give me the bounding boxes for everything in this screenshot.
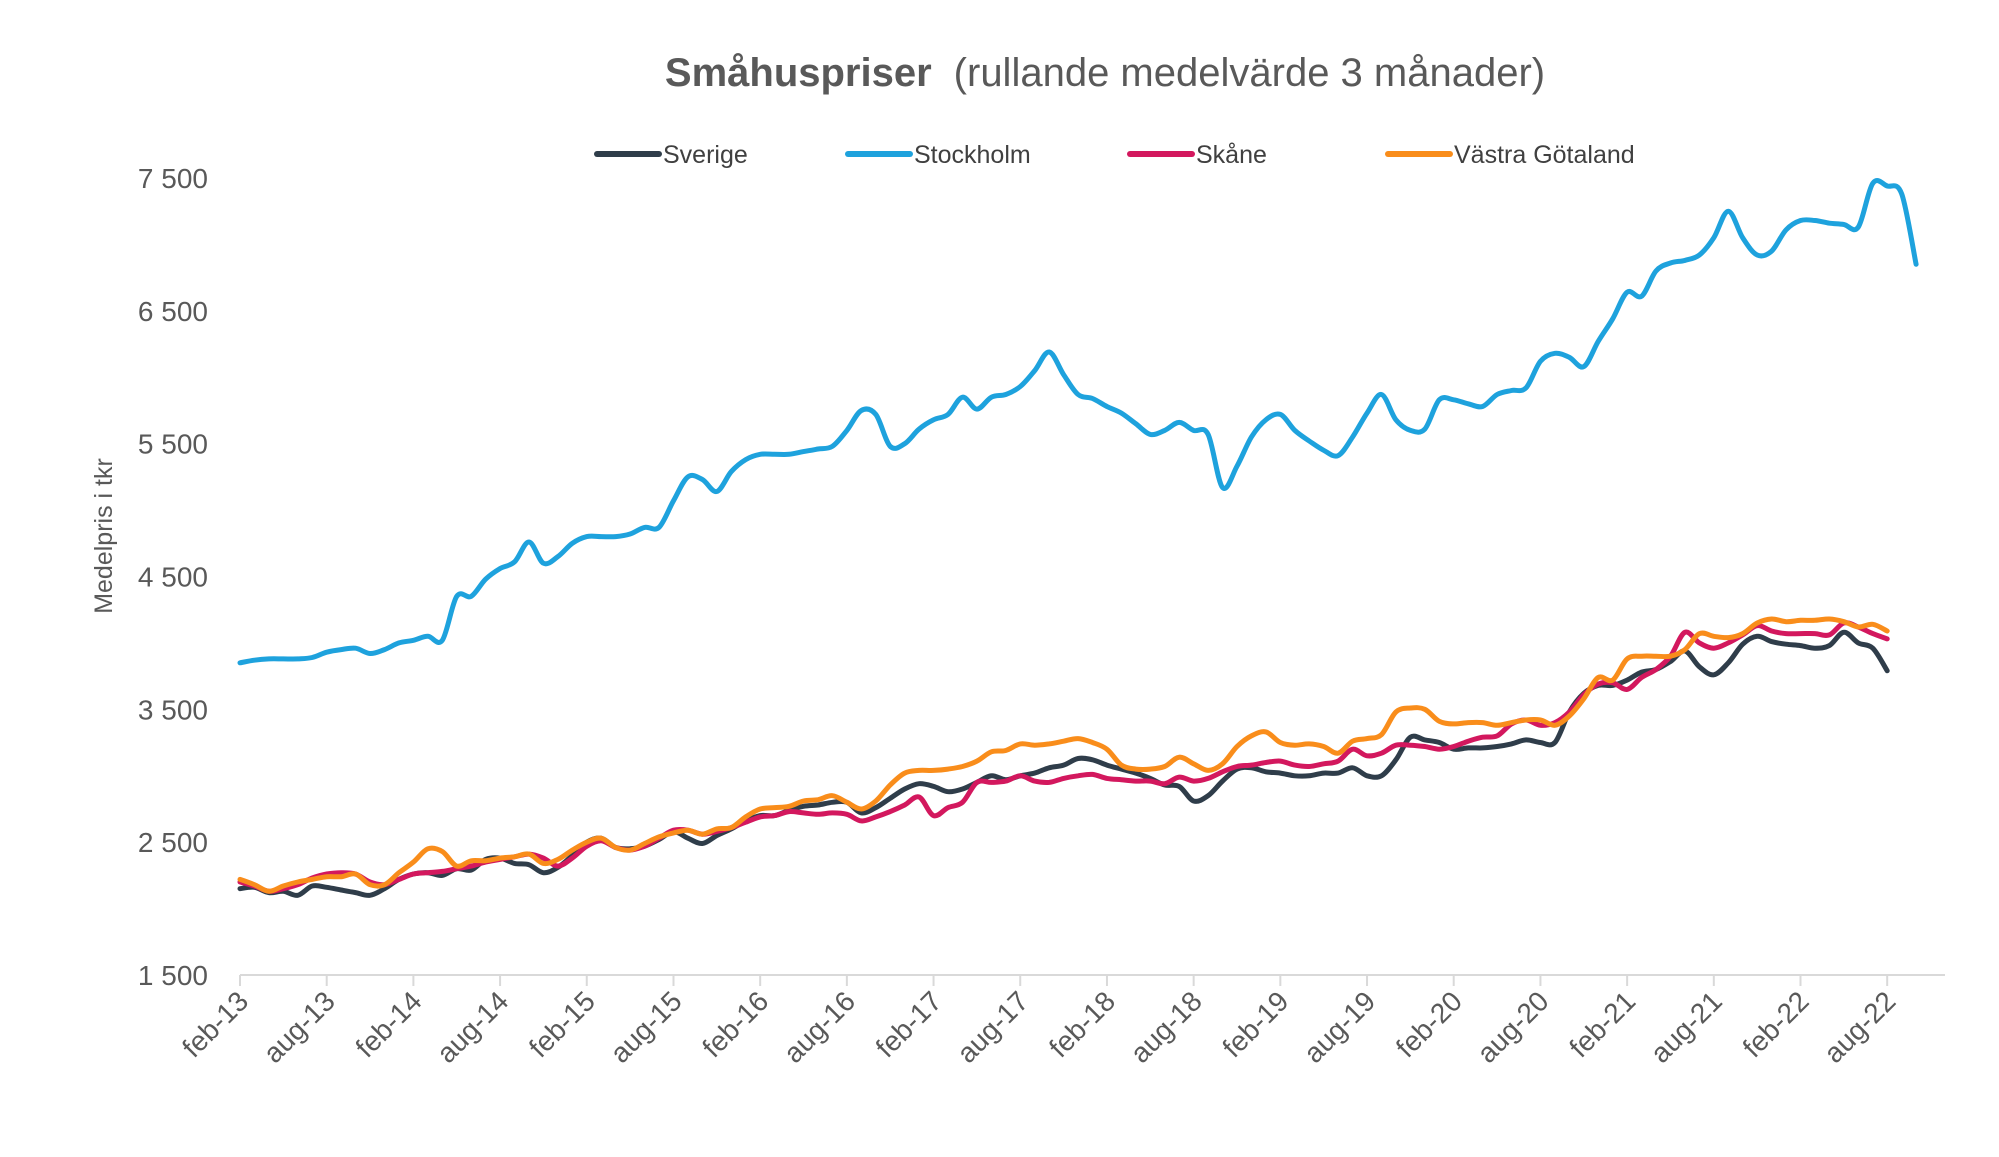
x-tick-label: aug-22 <box>1818 985 1902 1069</box>
x-tick-label: aug-17 <box>951 985 1035 1069</box>
x-tick-label: feb-17 <box>870 985 948 1063</box>
x-tick-label: feb-14 <box>350 985 428 1063</box>
y-tick-label: 3 500 <box>138 694 208 725</box>
x-tick-label: feb-16 <box>696 985 774 1063</box>
y-tick-label: 4 500 <box>138 562 208 593</box>
x-tick-label: feb-13 <box>176 985 254 1063</box>
x-axis: feb-13 aug-13 feb-14 aug-14 feb-15 aug-15 feb-… <box>176 975 1901 1069</box>
legend-label-sverige: Sverige <box>663 141 748 169</box>
legend-label-skane: Skåne <box>1196 141 1267 169</box>
x-tick-label: aug-13 <box>257 985 341 1069</box>
y-tick-label: 5 500 <box>138 429 208 460</box>
y-tick-label: 7 500 <box>138 163 208 194</box>
x-tick-label: aug-18 <box>1124 985 1208 1069</box>
plot-area <box>237 178 1919 898</box>
series-line-sverige <box>237 629 1890 898</box>
x-tick-label: feb-21 <box>1563 985 1641 1063</box>
x-tick-label: feb-19 <box>1217 985 1295 1063</box>
series-line-stockholm <box>237 178 1919 666</box>
y-axis-title: Medelpris i tkr <box>90 458 118 614</box>
legend: Sverige Stockholm Skåne Västra Götaland <box>594 141 1635 169</box>
chart-title-bold: Småhuspriser <box>665 51 932 95</box>
x-tick-label: feb-22 <box>1737 985 1815 1063</box>
y-tick-label: 2 500 <box>138 827 208 858</box>
legend-label-vastra-gotaland: Västra Götaland <box>1454 141 1635 169</box>
x-tick-label: aug-20 <box>1471 985 1555 1069</box>
chart-title-rest: (rullande medelvärde 3 månader) <box>954 51 1545 95</box>
y-axis: 1 500 2 500 3 500 4 500 5 500 6 500 7 500 <box>138 163 208 991</box>
legend-label-stockholm: Stockholm <box>914 141 1031 169</box>
x-tick-label: aug-19 <box>1298 985 1382 1069</box>
x-tick-label: aug-16 <box>778 985 862 1069</box>
x-tick-label: aug-15 <box>604 985 688 1069</box>
x-tick-label: feb-15 <box>523 985 601 1063</box>
chart-title: Småhuspriser (rullande medelvärde 3 måna… <box>665 50 1545 95</box>
y-tick-label: 1 500 <box>138 960 208 991</box>
x-tick-label: aug-21 <box>1644 985 1728 1069</box>
x-tick-label: feb-18 <box>1043 985 1121 1063</box>
x-tick-label: feb-20 <box>1390 985 1468 1063</box>
x-tick-label: aug-14 <box>431 985 515 1069</box>
series-line-skane <box>237 620 1890 894</box>
y-tick-label: 6 500 <box>138 296 208 327</box>
series-line-vastra-gotaland <box>237 616 1890 894</box>
